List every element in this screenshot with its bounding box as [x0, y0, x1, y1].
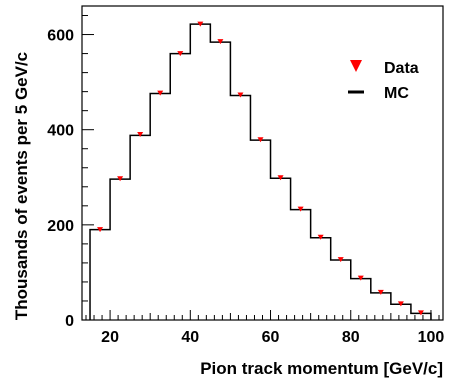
data-point	[417, 310, 424, 316]
legend-mc-label: MC	[384, 85, 409, 102]
data-point	[197, 21, 204, 27]
mc-histogram-line	[89, 23, 432, 320]
data-point	[117, 176, 124, 182]
data-point	[277, 175, 284, 181]
x-axis-label: Pion track momentum [GeV/c]	[200, 359, 443, 378]
y-tick-label: 400	[47, 123, 74, 140]
data-point	[357, 275, 364, 281]
data-point	[177, 51, 184, 57]
x-tick-label: 60	[262, 329, 280, 346]
data-point	[217, 39, 224, 45]
y-tick-label: 0	[65, 313, 74, 330]
data-point	[377, 289, 384, 295]
plot-content	[89, 21, 432, 320]
data-point	[97, 227, 104, 233]
data-point	[237, 92, 244, 98]
legend-data-label: Data	[384, 60, 419, 77]
data-point	[317, 234, 324, 240]
x-tick-label: 40	[181, 329, 199, 346]
data-point	[137, 131, 144, 137]
x-tick-label: 80	[342, 329, 360, 346]
y-tick-label: 200	[47, 218, 74, 235]
data-point	[337, 257, 344, 263]
data-point	[397, 301, 404, 307]
data-point	[297, 206, 304, 212]
data-point	[157, 90, 164, 96]
x-tick-label: 100	[418, 329, 445, 346]
axis-ticks: 20 40 60 80 100 0 200 400 600	[47, 15, 445, 346]
y-axis-label: Thousands of events per 5 GeV/c	[12, 52, 31, 320]
legend: Data MC	[348, 60, 419, 102]
y-tick-label: 600	[47, 28, 74, 45]
legend-data-marker	[350, 60, 362, 72]
plot-frame	[81, 5, 444, 321]
data-point	[257, 137, 264, 143]
x-tick-label: 20	[101, 329, 119, 346]
